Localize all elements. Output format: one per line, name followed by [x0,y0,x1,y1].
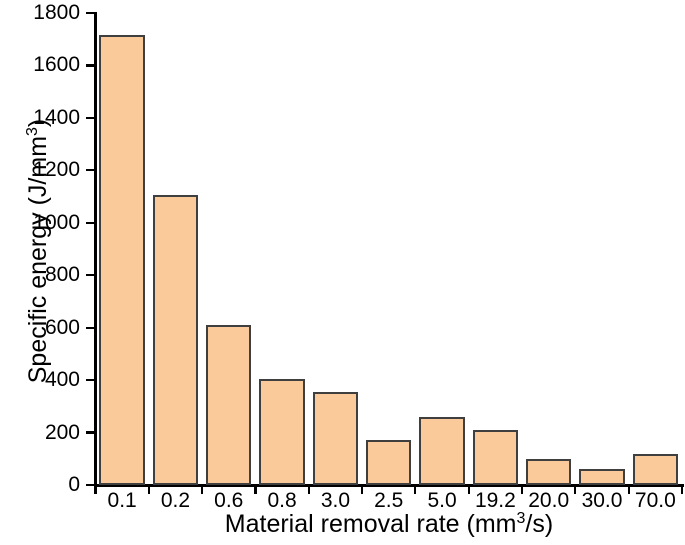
x-axis-tick [574,486,577,494]
x-tick-label: 19.2 [474,489,516,512]
y-axis-tick [86,11,94,15]
y-axis-tick [86,379,94,382]
y-tick-label: 600 [44,315,80,339]
y-axis-tick [86,116,94,119]
y-tick-label: 1000 [33,210,80,234]
x-tick-label: 30.0 [581,489,623,512]
x-tick-label: 0.8 [267,489,297,512]
y-axis-tick [86,431,94,434]
x-axis-line [94,484,684,487]
y-axis-tick [86,64,94,67]
bar-30.0 [579,469,625,485]
bar-5.0 [419,416,465,485]
x-axis-tick [414,486,417,494]
bar-0.6 [206,325,252,485]
x-tick-label: 0.1 [107,489,137,512]
y-tick-label: 800 [44,263,80,287]
bar-2.5 [366,440,412,485]
y-tick-label: 0 [68,473,80,496]
x-axis-title-text: Material removal rate (mm [224,510,517,538]
bar-0.1 [99,35,145,485]
x-tick-label: 5.0 [427,489,457,512]
x-axis-tick [467,486,470,494]
x-axis-tick [360,486,364,494]
x-tick-label: 0.2 [160,489,191,512]
y-axis-tick [86,274,94,277]
y-tick-label: 1400 [33,105,80,129]
y-tick-label: 1800 [33,1,80,24]
x-tick-label: 3.0 [320,489,351,512]
x-axis-tick [520,486,524,494]
x-axis-title-close: /s) [525,510,554,538]
bar-0.2 [152,195,199,485]
x-axis-tick [627,486,630,494]
y-tick-label: 1600 [33,53,80,77]
x-axis-title: Material removal rate (mm3/s) [96,508,682,544]
x-axis-tick [254,486,257,494]
x-axis-tick [307,486,310,494]
x-tick-label: 0.6 [214,489,244,512]
y-axis-tick [86,483,94,487]
x-tick-label: 2.5 [374,489,404,512]
y-tick-label: 400 [44,368,80,392]
x-tick-label: 70.0 [634,489,676,512]
x-axis-title-superscript: 3 [516,510,526,528]
bar-70.0 [632,453,678,485]
y-axis-tick [86,221,94,224]
x-axis-tick [680,486,684,494]
y-tick-label: 1200 [33,158,80,182]
x-tick-label: 20.0 [528,489,570,512]
x-axis-tick [147,486,150,494]
x-axis-tick [201,486,204,494]
bar-19.2 [472,429,519,485]
x-axis-tick [94,486,97,494]
y-axis-tick [86,169,94,172]
y-axis-line [94,12,97,487]
bar-0.8 [259,378,305,485]
bar-20.0 [526,458,572,485]
bar-3.0 [312,391,359,485]
y-axis-tick [86,326,94,329]
y-tick-label: 200 [44,420,80,444]
